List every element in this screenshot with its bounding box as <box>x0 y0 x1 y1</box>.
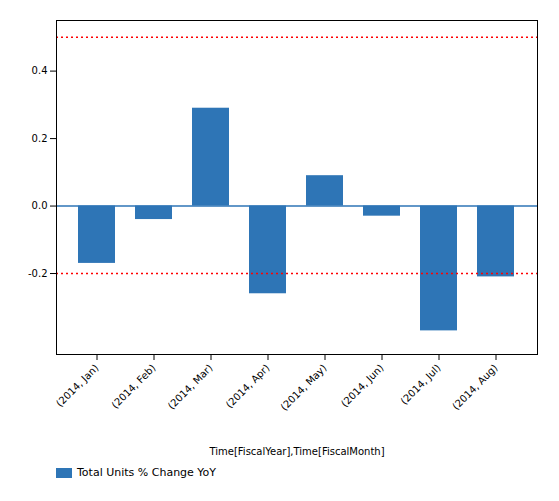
svg-text:(2014, Feb): (2014, Feb) <box>109 362 157 410</box>
svg-text:(2014, Jun): (2014, Jun) <box>339 362 386 409</box>
svg-text:0.2: 0.2 <box>32 133 48 144</box>
svg-text:Time[FiscalYear],Time[FiscalMo: Time[FiscalYear],Time[FiscalMonth] <box>208 446 384 457</box>
svg-text:(2014, Aug): (2014, Aug) <box>450 362 500 412</box>
svg-text:0.0: 0.0 <box>32 200 48 211</box>
svg-text:(2014, Jan): (2014, Jan) <box>54 362 101 409</box>
svg-text:(2014, Apr): (2014, Apr) <box>224 362 272 410</box>
svg-text:(2014, May): (2014, May) <box>278 362 328 412</box>
svg-text:(2014, Mar): (2014, Mar) <box>166 362 215 411</box>
svg-text:(2014, Jul): (2014, Jul) <box>398 362 442 406</box>
svg-text:0.4: 0.4 <box>32 65 48 76</box>
html-text:Total Units % Change YoY: Total Units % Change YoY <box>77 466 217 479</box>
svg-text:-0.2: -0.2 <box>28 268 48 279</box>
